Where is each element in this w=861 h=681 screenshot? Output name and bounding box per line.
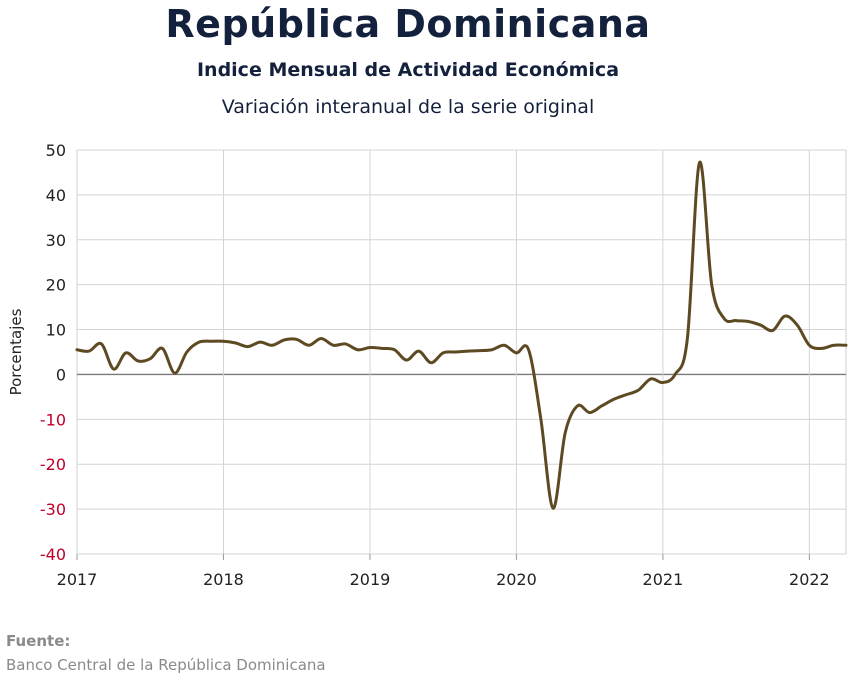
y-tick-label: 10 — [46, 321, 66, 340]
y-tick-label: 50 — [46, 141, 66, 160]
x-axis-ticks: 2017 2018 2019 2020 2021 2022 — [57, 554, 830, 589]
chart-subtitle: Indice Mensual de Actividad Económica — [196, 59, 620, 81]
x-tick-label: 2019 — [350, 570, 391, 589]
x-tick-label: 2017 — [57, 570, 98, 589]
source-label: Fuente: — [6, 632, 71, 650]
y-tick-label: -40 — [40, 545, 66, 564]
source-text: Banco Central de la República Dominicana — [6, 656, 326, 674]
y-axis-label: Porcentajes — [7, 308, 25, 395]
y-tick-label: 20 — [46, 276, 66, 295]
y-tick-label: 40 — [46, 186, 66, 205]
series-group — [75, 161, 848, 510]
chart-title: República Dominicana — [165, 2, 651, 46]
chart-subtitle-secondary: Variación interanual de la serie origina… — [221, 96, 595, 118]
x-tick-label: 2020 — [496, 570, 537, 589]
x-tick-label: 2022 — [789, 570, 830, 589]
y-tick-label: 30 — [46, 231, 66, 250]
series-line — [75, 161, 848, 510]
y-tick-label: -30 — [40, 500, 66, 519]
y-tick-label: -20 — [40, 455, 66, 474]
y-tick-label: 0 — [56, 365, 66, 384]
grid-lines — [76, 149, 847, 555]
x-tick-label: 2018 — [203, 570, 244, 589]
x-tick-label: 2021 — [643, 570, 684, 589]
y-axis-ticks: 50 40 30 20 10 0 -10 -20 -30 -40 — [40, 141, 66, 564]
y-tick-label: -10 — [40, 410, 66, 429]
